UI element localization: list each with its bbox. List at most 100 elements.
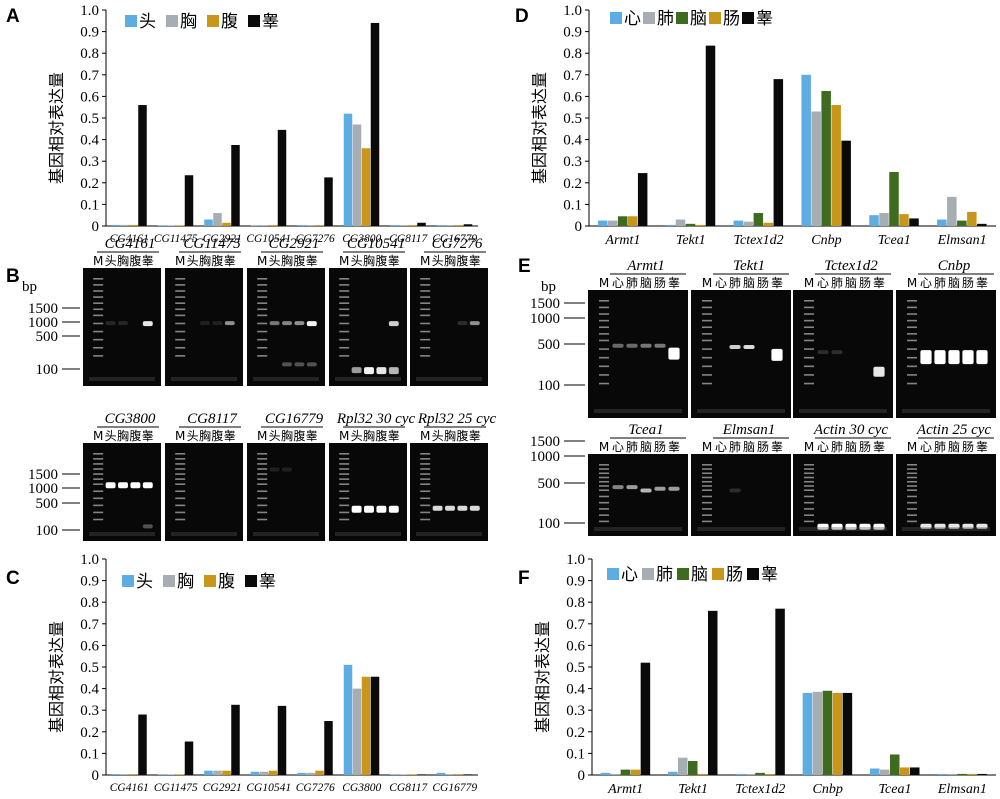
bar-cg11475-2 — [166, 225, 176, 226]
lane-label: 睾 — [668, 275, 680, 290]
sample-band — [282, 362, 292, 367]
lane-label: 睾 — [771, 275, 783, 290]
ladder-band — [257, 296, 268, 298]
bp-marker-label: 1500 — [28, 467, 58, 483]
ladder-band — [420, 330, 431, 333]
bar-tekt1-5 — [705, 45, 716, 226]
legend-swatch — [742, 12, 754, 24]
category-label: Cnbp — [811, 233, 841, 248]
bar-armt1-2 — [610, 773, 621, 775]
bar-cg16779-3 — [454, 225, 464, 226]
ladder-band — [257, 355, 268, 357]
sample-band — [306, 362, 317, 367]
ladder-band — [93, 322, 104, 325]
ladder-band — [804, 480, 814, 483]
bar-cg4161-1 — [111, 224, 120, 226]
ladder-band — [599, 333, 609, 335]
legend-label: 脑 — [690, 9, 707, 29]
sample-band — [432, 505, 443, 511]
ladder-band — [175, 308, 186, 311]
ladder-band — [702, 306, 712, 309]
bp-marker-label: 1500 — [28, 301, 58, 317]
y-tick-label: 0.3 — [563, 154, 582, 170]
bar-cnbp-2 — [811, 111, 821, 226]
sample-band — [269, 321, 280, 326]
bar-cg16779-4 — [463, 774, 473, 775]
bar-cg16779-2 — [445, 774, 455, 775]
y-axis-title: 基因相对表达量 — [47, 621, 66, 733]
category-label: Tekt1 — [676, 233, 706, 248]
y-tick-label: 0.8 — [566, 595, 585, 611]
ladder-band — [175, 473, 186, 475]
bar-cg11475-3 — [175, 225, 185, 226]
lane-label: 睾 — [142, 428, 154, 443]
sample-band — [934, 523, 946, 529]
bar-cg7276-2 — [306, 772, 315, 775]
ladder-band — [907, 464, 917, 466]
lane-label: M — [907, 276, 917, 290]
gel-e-bot-2: Actin 30 cyc M 心肺脑肠睾 — [793, 422, 893, 536]
gel-background — [165, 268, 243, 386]
ladder-band — [702, 348, 712, 350]
ladder-band — [702, 485, 712, 487]
bar-tekt1-1 — [665, 224, 676, 226]
ladder-band — [907, 300, 917, 302]
sample-band — [294, 321, 305, 326]
ladder-band — [339, 511, 350, 514]
sample-band — [668, 486, 680, 491]
lane-label: 腹 — [211, 254, 223, 268]
sample-band — [224, 321, 235, 326]
lane-label: 心 — [817, 440, 829, 454]
legend-label: 腹 — [218, 572, 235, 592]
gel-b-top-3: CG10541 M 头胸腹睾 — [329, 236, 407, 386]
gel-bottom-glow — [594, 409, 682, 413]
ladder-band — [93, 473, 104, 475]
ladder-band — [420, 290, 431, 292]
y-tick-label: 0.2 — [563, 176, 582, 192]
gel-e-bot-3: Actin 25 cyc M 心肺脑肠睾 — [896, 422, 996, 536]
sample-band — [934, 350, 946, 365]
ladder-band — [804, 476, 814, 479]
bar-cnbp-1 — [802, 692, 813, 775]
bar-cg11475-4 — [184, 741, 194, 775]
lane-label: 心 — [715, 276, 727, 290]
sample-band — [817, 523, 829, 530]
sample-band — [212, 321, 223, 326]
bar-armt1-2 — [607, 220, 618, 226]
lane-label: 胸 — [117, 428, 129, 443]
ladder-band — [175, 490, 186, 493]
gel-gene-title: CG4161 — [105, 236, 156, 252]
ladder-band — [907, 495, 917, 498]
category-label: CG10541 — [246, 233, 291, 245]
sample-band — [105, 482, 116, 489]
bar-cg16779-4 — [463, 224, 473, 226]
ladder-band — [599, 339, 609, 342]
ladder-band — [257, 346, 268, 349]
bp-marker-label: 100 — [538, 516, 561, 532]
legend-swatch — [207, 15, 219, 27]
chart-panel-a: 0 0.1 0.2 0.3 0.4 0.5 0.6 0.7 0.8 0.9 1.0 基因相对表达量 CG… — [47, 3, 478, 245]
legend-label: 心 — [624, 9, 641, 29]
ladder-band — [257, 483, 268, 485]
ladder-band — [702, 300, 712, 302]
ladder-band — [907, 326, 917, 329]
gel-bottom-glow — [799, 527, 887, 531]
ladder-band — [804, 300, 814, 302]
ladder-band — [339, 504, 350, 507]
lane-label: 肠 — [654, 276, 666, 290]
ladder-band — [907, 356, 917, 359]
ladder-band — [702, 333, 712, 335]
ladder-band — [702, 374, 712, 376]
y-tick-label: 0.2 — [80, 176, 99, 192]
lane-label: M — [93, 254, 103, 268]
sample-band — [142, 482, 153, 489]
sample-band — [388, 505, 399, 513]
bar-cg7276-3 — [315, 225, 324, 226]
ladder-band — [907, 514, 917, 516]
lane-label: 胸 — [444, 428, 456, 443]
legend-label: 胸 — [180, 12, 197, 32]
bp-marker-label: 500 — [538, 337, 561, 353]
ladder-band — [907, 489, 917, 492]
gel-e-bot-0: Tcea1 M 心肺脑肠睾 — [588, 422, 688, 536]
ladder-band — [257, 468, 268, 470]
